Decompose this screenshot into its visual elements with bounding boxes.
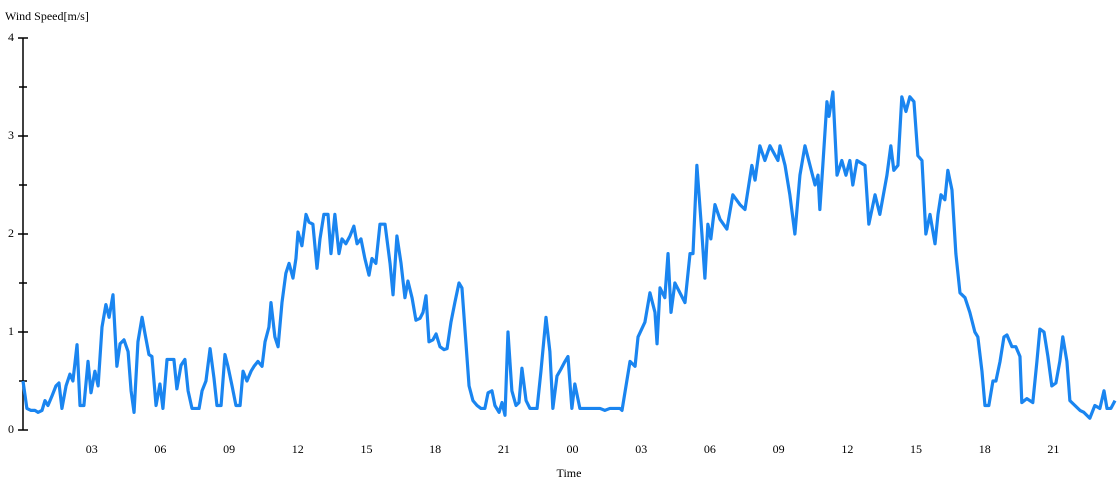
series-line <box>21 90 1117 420</box>
x-tick-label: 18 <box>979 442 991 456</box>
y-axis-label: Wind Speed[m/s] <box>5 9 89 23</box>
y-tick-label: 0 <box>8 422 14 436</box>
x-tick-label: 18 <box>429 442 441 456</box>
x-tick-label: 03 <box>86 442 98 456</box>
x-tick-label: 09 <box>223 442 235 456</box>
x-tick-label: 00 <box>567 442 579 456</box>
y-tick-label: 1 <box>8 324 14 338</box>
x-tick-label: 06 <box>704 442 716 456</box>
y-tick-label: 2 <box>8 226 14 240</box>
x-tick-label: 15 <box>910 442 922 456</box>
x-tick-label: 03 <box>635 442 647 456</box>
x-tick-label: 21 <box>498 442 510 456</box>
x-tick-label: 12 <box>292 442 304 456</box>
y-tick-label: 4 <box>8 30 14 44</box>
x-tick-label: 12 <box>841 442 853 456</box>
x-tick-label: 15 <box>360 442 372 456</box>
x-tick-label: 06 <box>154 442 166 456</box>
x-tick-label: 09 <box>773 442 785 456</box>
x-tick-label: 21 <box>1047 442 1059 456</box>
y-tick-label: 3 <box>8 128 14 142</box>
x-axis-label: Time <box>557 466 582 480</box>
